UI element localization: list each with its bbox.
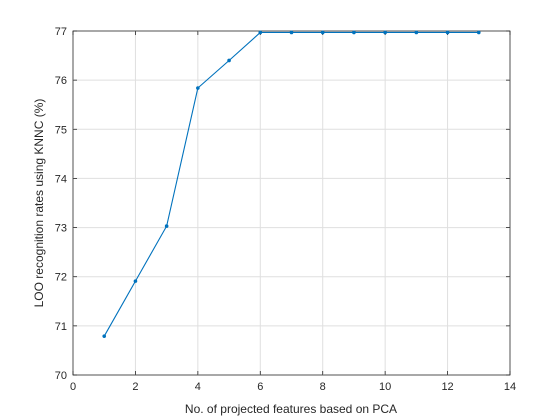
- x-tick-label: 8: [320, 381, 326, 393]
- x-tick-label: 2: [132, 381, 138, 393]
- y-tick-label: 75: [55, 124, 67, 136]
- x-axis-label: No. of projected features based on PCA: [185, 402, 397, 416]
- x-tick-label: 14: [504, 381, 516, 393]
- y-tick-label: 70: [55, 370, 67, 382]
- data-point: [289, 30, 294, 35]
- y-tick-label: 77: [55, 26, 67, 38]
- y-tick-label: 71: [55, 321, 67, 333]
- ticks: [72, 30, 511, 376]
- grid: [73, 31, 510, 375]
- y-tick-label: 74: [55, 173, 67, 185]
- data-point: [164, 224, 169, 228]
- data-point: [227, 58, 231, 63]
- y-axis-label: LOO recognition rates using KNNC (%): [32, 99, 46, 308]
- x-tick-label: 10: [379, 381, 391, 393]
- data-point: [414, 30, 419, 35]
- y-tick-label: 73: [55, 223, 67, 235]
- x-tick-label: 6: [257, 381, 263, 393]
- data-point: [476, 30, 481, 35]
- data-point: [383, 30, 387, 35]
- y-tick-label: 76: [55, 75, 67, 87]
- x-tick-label: 12: [441, 381, 453, 393]
- data-point: [133, 279, 138, 283]
- data-point: [445, 30, 450, 35]
- data-point: [320, 30, 325, 35]
- data-point: [258, 30, 263, 35]
- y-tick-label: 72: [55, 272, 67, 284]
- data-point: [102, 334, 107, 338]
- tick-labels: 0 2 4 6 8 10 12 14 70 71 72 73 74 75 76 77: [55, 26, 516, 393]
- data-point: [196, 86, 200, 90]
- x-tick-label: 4: [195, 381, 201, 393]
- series: [102, 30, 481, 338]
- plot-area: [72, 30, 511, 376]
- data-point: [352, 30, 356, 35]
- x-tick-label: 0: [70, 381, 76, 393]
